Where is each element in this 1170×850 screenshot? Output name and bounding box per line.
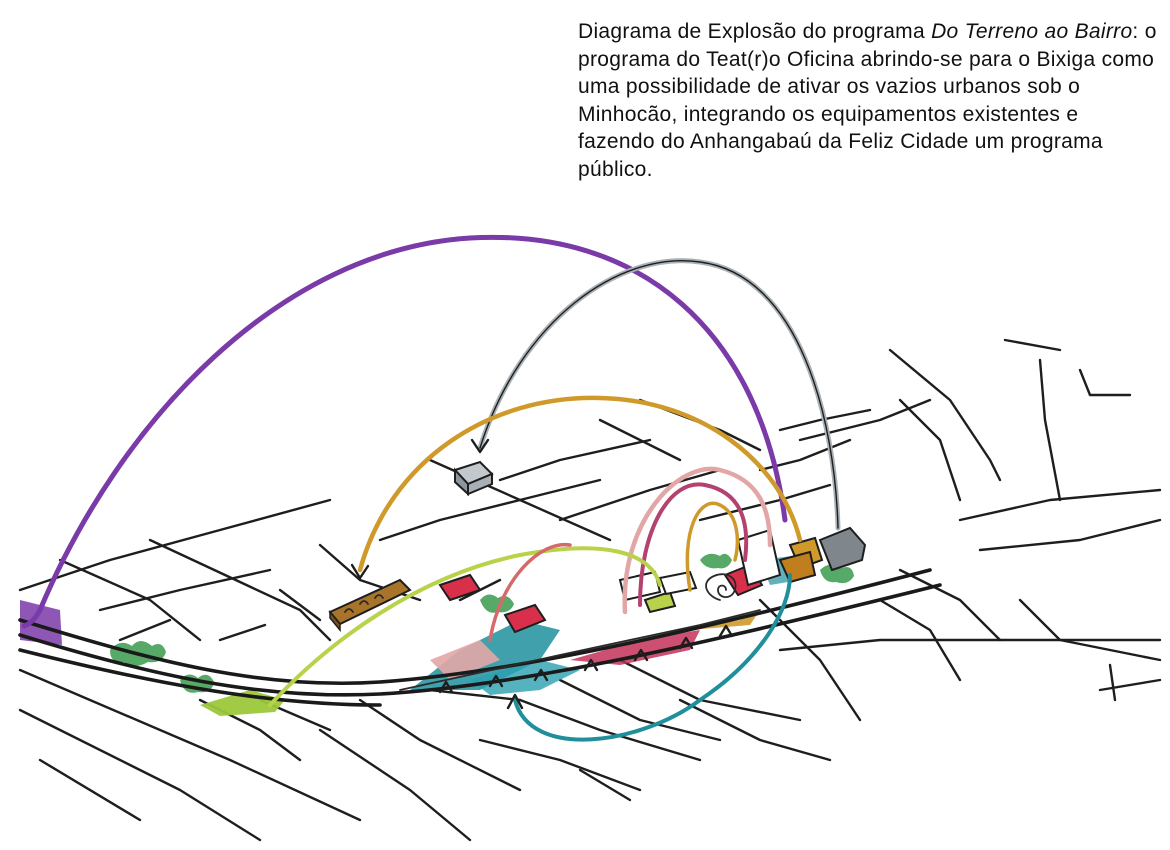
caption-text-rest: : o programa do Teat(r)o Oficina abrindo…: [578, 20, 1157, 181]
diagram-caption: Diagrama de Explosão do programa Do Terr…: [578, 18, 1158, 183]
explosion-arcs: [21, 234, 841, 742]
caption-program-title: Do Terreno ao Bairro: [931, 20, 1133, 43]
vegetation: [110, 553, 854, 693]
caption-text-start: Diagrama de Explosão do programa: [578, 20, 932, 43]
buildings: [328, 460, 867, 634]
minhocao-viaduct: [18, 568, 942, 707]
street-grid: [18, 338, 1162, 842]
